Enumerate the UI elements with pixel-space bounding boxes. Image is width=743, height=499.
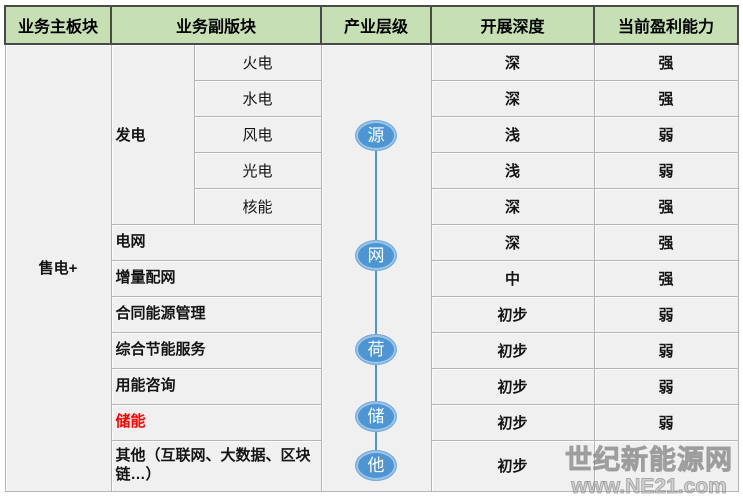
col-header-industry-level: 产业层级 — [320, 5, 433, 45]
depth-incremental: 中 — [430, 259, 595, 297]
profit-cem: 弱 — [593, 295, 739, 333]
thermal-power-cell: 火电 — [193, 43, 322, 81]
nuclear-power-cell: 核能 — [193, 187, 322, 225]
depth-nuclear: 深 — [430, 187, 595, 225]
profit-grid: 强 — [593, 223, 739, 261]
depth-thermal: 深 — [430, 43, 595, 81]
grid-cell: 电网 — [110, 223, 322, 261]
business-matrix-table: 业务主板块 业务副版块 产业层级 开展深度 当前盈利能力 售电+ 发电 火电 源… — [4, 5, 740, 492]
level-circle-grid: 网 — [355, 240, 398, 271]
profit-thermal: 强 — [593, 43, 739, 81]
incremental-distribution-cell: 增量配网 — [110, 259, 322, 297]
profit-storage: 弱 — [593, 403, 739, 441]
depth-storage: 初步 — [430, 403, 595, 441]
col-header-depth: 开展深度 — [430, 5, 596, 45]
energy-storage-cell: 储能 — [110, 403, 322, 441]
depth-cem: 初步 — [430, 295, 595, 333]
row-energy-consulting: 用能咨询 初步 弱 — [5, 367, 739, 405]
hydro-power-cell: 水电 — [193, 79, 322, 117]
main-sector-cell: 售电+ — [4, 43, 112, 492]
integrated-energy-saving-cell: 综合节能服务 — [110, 331, 322, 369]
depth-consulting: 初步 — [430, 367, 595, 405]
row-wind-power: 风电 浅 弱 — [5, 115, 739, 153]
depth-saving: 初步 — [430, 331, 595, 369]
row-energy-storage: 储能 初步 弱 — [5, 403, 739, 441]
solar-power-cell: 光电 — [193, 151, 322, 189]
header-row: 业务主板块 业务副版块 产业层级 开展深度 当前盈利能力 — [4, 5, 740, 45]
depth-others: 初步 — [430, 439, 595, 492]
row-hydro-power: 水电 深 强 — [5, 79, 739, 117]
energy-consulting-cell: 用能咨询 — [110, 367, 322, 405]
profit-saving: 弱 — [593, 331, 739, 369]
depth-grid: 深 — [430, 223, 595, 261]
contract-energy-management-cell: 合同能源管理 — [110, 295, 322, 333]
profit-hydro: 强 — [593, 79, 739, 117]
level-circle-storage: 储 — [355, 401, 398, 432]
level-circle-other: 他 — [355, 450, 398, 481]
depth-wind: 浅 — [430, 115, 595, 153]
row-others: 其他（互联网、大数据、区块链…） 初步 — [5, 439, 739, 492]
wind-power-cell: 风电 — [193, 115, 322, 153]
profit-wind: 弱 — [593, 115, 739, 153]
col-header-sub-sector: 业务副版块 — [109, 5, 323, 45]
row-incremental-distribution: 增量配网 中 强 — [5, 259, 739, 297]
profit-solar: 弱 — [593, 151, 739, 189]
depth-solar: 浅 — [430, 151, 595, 189]
profit-nuclear: 强 — [593, 187, 739, 225]
others-cell: 其他（互联网、大数据、区块链…） — [110, 439, 322, 492]
level-connector-line — [375, 135, 378, 465]
col-header-profitability: 当前盈利能力 — [593, 5, 740, 45]
biz-table: 业务主板块 业务副版块 产业层级 开展深度 当前盈利能力 售电+ 发电 火电 源… — [4, 5, 740, 492]
col-header-main-sector: 业务主板块 — [4, 5, 112, 45]
profit-incremental: 强 — [593, 259, 739, 297]
level-circle-source: 源 — [355, 120, 398, 151]
depth-hydro: 深 — [430, 79, 595, 117]
profit-consulting: 弱 — [593, 367, 739, 405]
row-contract-energy-management: 合同能源管理 初步 弱 — [5, 295, 739, 333]
row-thermal-power: 售电+ 发电 火电 源 网 荷 储 他 深 强 — [4, 43, 739, 492]
generation-group-cell: 发电 — [110, 43, 195, 225]
row-integrated-energy-saving: 综合节能服务 初步 弱 — [5, 331, 739, 369]
level-circle-load: 荷 — [355, 334, 398, 365]
industry-levels-cell: 源 网 荷 储 他 — [320, 43, 432, 492]
profit-others — [593, 439, 739, 492]
row-solar-power: 光电 浅 弱 — [5, 151, 739, 189]
row-grid: 电网 深 强 — [5, 223, 739, 261]
